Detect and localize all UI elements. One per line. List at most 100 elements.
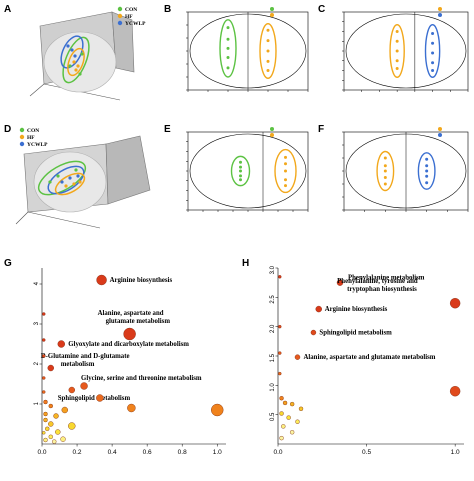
- x-tick-label: 0.4: [108, 449, 117, 456]
- pathway-label-line: Glyoxylate and dicarboxylate metabolism: [68, 341, 189, 348]
- pathway-bubble: [61, 406, 68, 414]
- score-point-hf: [395, 49, 399, 53]
- opls-da-score-plot-e: [186, 127, 309, 212]
- pathway-bubble: [278, 351, 282, 355]
- pathway-bubble: [336, 279, 344, 286]
- score-point-ycwlp: [425, 164, 429, 168]
- y-tick-label: 0.5: [270, 412, 276, 421]
- score-point-hf: [284, 155, 287, 159]
- pathway-label-line: tryptophan biosynthesis: [347, 286, 417, 293]
- group-ellipse: [274, 148, 297, 194]
- pathway-label: Phenylalanine metabolism: [348, 275, 425, 282]
- legend-swatch-ycwlp: [438, 133, 442, 137]
- legend-swatch-con: [270, 127, 274, 131]
- pathway-label-line: D-Glutamine and D-glutamate: [41, 353, 130, 360]
- score-point-con: [226, 26, 230, 30]
- score-point-hf: [284, 184, 287, 188]
- score-point-hf: [266, 39, 270, 43]
- pathway-label-line: Phenylalanine metabolism: [348, 275, 425, 282]
- pathway-bubble: [45, 426, 50, 432]
- pathway-bubble: [298, 406, 304, 412]
- pathway-bubble: [42, 312, 46, 316]
- pathway-bubble: [123, 327, 136, 341]
- pathway-bubble: [68, 386, 75, 394]
- pathway-bubble: [47, 364, 54, 372]
- pathway-label-line: Phenylalanine, tyrosine and: [337, 278, 418, 285]
- pathway-bubble: [96, 274, 107, 286]
- score-point-ycwlp: [431, 51, 435, 55]
- pathway-label-line: glutamate metabolism: [106, 318, 171, 325]
- opls-da-score-plot-b: [186, 7, 309, 92]
- pathway-label: Sphingolipid metabolism: [58, 395, 131, 402]
- legend-label-ycwlp: YCWLP: [27, 142, 48, 148]
- x-tick-label: 0.0: [37, 449, 46, 456]
- pathway-label: Glycine, serine and threonine metabolism: [81, 375, 202, 382]
- pathway-bubble: [449, 298, 461, 309]
- group-ellipse: [230, 155, 251, 187]
- score-point-hf: [266, 69, 270, 72]
- pathway-bubble: [278, 275, 282, 279]
- ellipse-hf: [67, 47, 85, 77]
- pathway-bubble: [294, 354, 301, 360]
- score-point-hf: [284, 178, 287, 182]
- confidence-sphere: [43, 31, 117, 93]
- score-point-con: [226, 56, 230, 59]
- score-point-ycwlp: [425, 174, 429, 178]
- pathway-bubble: [96, 394, 104, 402]
- pathway-bubble: [43, 411, 48, 417]
- legend-swatch-con: [270, 7, 274, 11]
- pathway-bubble: [295, 419, 300, 424]
- pathway-bubble: [282, 400, 288, 406]
- legend-label-hf: HF: [125, 14, 133, 20]
- y-tick-label: 3.0: [270, 265, 276, 274]
- hotelling-ellipse: [189, 133, 307, 209]
- pathway-label-line: Alanine, aspartate and: [98, 310, 164, 317]
- pathway-label: Sphingolipid metabolism: [319, 330, 392, 337]
- pathway-bubble: [286, 415, 291, 420]
- group-ellipse: [219, 19, 237, 78]
- opls-da-score-plot-f: [342, 127, 469, 212]
- score-point-hf: [266, 59, 270, 63]
- legend-swatch-hf: [270, 133, 274, 137]
- y-tick-label: 4: [34, 281, 40, 285]
- legend-swatch-hf: [117, 13, 123, 19]
- score-point-con: [239, 160, 242, 164]
- score-point-ycwlp: [431, 41, 435, 45]
- pathway-bubble: [42, 354, 46, 358]
- pathway-bubble: [278, 324, 282, 329]
- score-point-hf: [395, 39, 399, 43]
- legend-swatch-ycwlp: [438, 13, 442, 17]
- x-tick-label: 0.0: [273, 449, 282, 456]
- pathway-bubble: [80, 382, 88, 390]
- score-point-ycwlp: [431, 61, 435, 65]
- points-3d: [66, 44, 84, 76]
- group-ellipse: [389, 23, 405, 79]
- score-point-hf: [284, 162, 287, 166]
- ellipse-con: [37, 160, 87, 196]
- score-point-con: [226, 37, 230, 41]
- score-point-ycwlp: [425, 157, 429, 161]
- score-point-con: [239, 165, 242, 169]
- pathway-impact-plot-g: 0.0 0.2 0.4 0.6 0.8 1.0 1 2 3 4 Arginine biosynthe…: [34, 268, 226, 456]
- pathway-bubble: [211, 403, 224, 417]
- pathway-label: Glyoxylate and dicarboxylate metabolism: [68, 341, 189, 348]
- y-tick-label: 1: [34, 401, 40, 405]
- group-ellipse: [417, 152, 436, 190]
- pathway-label-line: Arginine biosynthesis: [110, 277, 173, 284]
- score-point-hf: [383, 176, 387, 179]
- pathway-bubble: [52, 439, 57, 444]
- pathway-bubble: [281, 424, 286, 429]
- score-point-hf: [395, 67, 399, 71]
- pathway-bubble: [48, 421, 54, 427]
- score-point-ycwlp: [425, 181, 429, 185]
- legend-swatch-hf: [270, 13, 274, 17]
- x-tick-label: 0.2: [73, 449, 82, 456]
- pathway-bubble: [289, 430, 295, 435]
- panel-label-f: F: [318, 124, 325, 135]
- pca-3d-plot-a: CON HF YCWLP: [29, 6, 146, 101]
- legend-swatch-con: [19, 127, 25, 133]
- x-tick-label: 1.0: [213, 449, 222, 456]
- group-ellipse: [259, 23, 277, 79]
- legend-label-hf: HF: [27, 135, 35, 141]
- score-point-hf: [395, 59, 399, 63]
